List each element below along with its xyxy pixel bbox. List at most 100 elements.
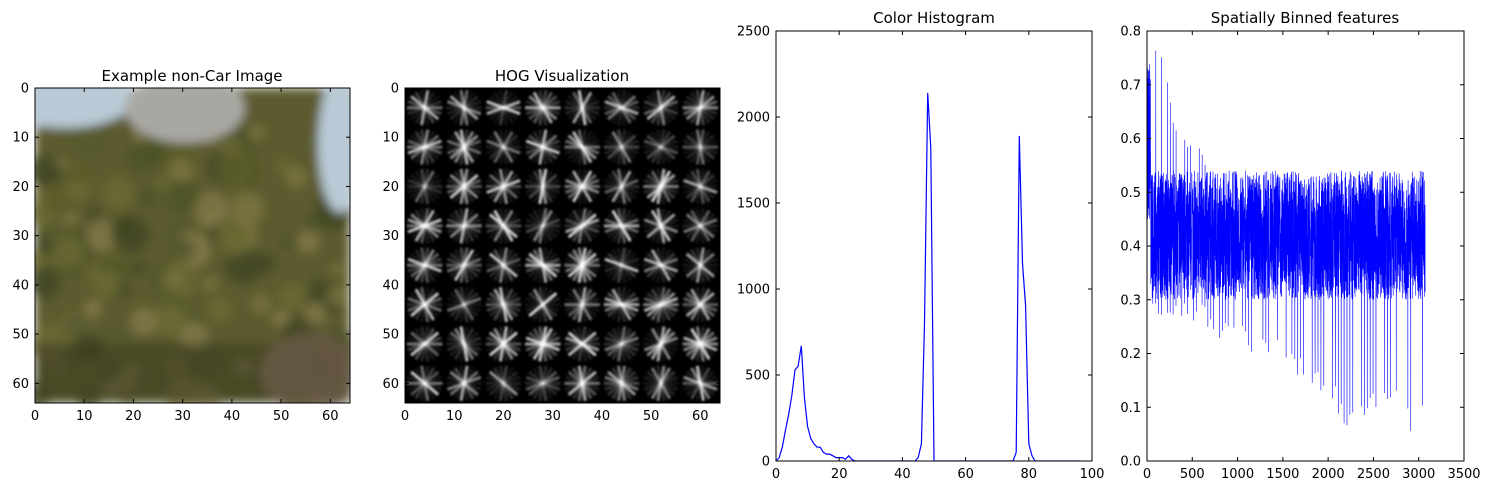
foliage-blob (168, 158, 194, 184)
hog-orientation-stroke (486, 218, 521, 234)
foliage-blob (49, 165, 65, 180)
foliage-blob (87, 220, 119, 252)
foliage-blob (202, 276, 219, 292)
foliage-blob (136, 294, 151, 309)
hog-orientation-stroke (446, 336, 482, 352)
panel-title: HOG Visualization (495, 67, 629, 85)
hog-orientation-stroke (407, 375, 442, 391)
foliage-blob (280, 234, 296, 249)
y-tick-label: 0 (21, 82, 29, 97)
hog-orientation-stroke (683, 100, 718, 116)
y-tick-label: 0.7 (1120, 78, 1141, 93)
foliage-blob (230, 192, 265, 227)
hog-orientation-stroke (565, 178, 600, 194)
x-tick-label: 0 (31, 409, 39, 424)
y-tick-label: 10 (12, 131, 29, 146)
hog-orientation-stroke (407, 139, 442, 155)
x-tick-label: 80 (1021, 467, 1038, 482)
hog-orientation-stroke (407, 100, 442, 116)
x-tick-label: 50 (643, 409, 660, 424)
foliage-blob (234, 123, 248, 137)
y-tick-label: 0.3 (1120, 293, 1141, 308)
hog-orientation-stroke (486, 297, 521, 313)
panel-color-histogram: Color Histogram 0 20 40 60 80 100050010001500… (737, 9, 1105, 482)
ground-patch (260, 333, 350, 403)
y-tick-label: 30 (12, 229, 29, 244)
y-tick-label: 0.4 (1120, 240, 1141, 255)
foliage-blob (251, 294, 271, 314)
foliage-blob (83, 299, 103, 319)
example-image-pixels (35, 88, 350, 403)
x-tick-label: 10 (446, 409, 463, 424)
foliage-blob (327, 284, 349, 307)
hog-orientation-stroke (604, 375, 639, 391)
y-tick-label: 0.6 (1120, 132, 1141, 147)
hog-orientation-stroke (565, 336, 600, 352)
x-tick-label: 500 (1180, 467, 1205, 482)
foliage-blob (131, 261, 146, 276)
x-tick-label: 2500 (1357, 467, 1390, 482)
x-tick-label: 60 (692, 409, 709, 424)
x-tick-label: 20 (125, 409, 142, 424)
foliage-blob (129, 307, 158, 336)
y-tick-label: 0.5 (1120, 186, 1141, 201)
hog-orientation-stroke (525, 218, 560, 234)
panel-title: Color Histogram (873, 9, 995, 27)
hog-orientation-stroke (565, 297, 600, 313)
foliage-blob (296, 230, 320, 254)
hog-orientation-stroke (407, 218, 442, 234)
hog-orientation-stroke (525, 297, 560, 313)
foliage-blob (107, 251, 123, 266)
hog-orientation-stroke (407, 336, 442, 352)
foliage-blob (206, 296, 233, 323)
foliage-blob (330, 262, 344, 276)
y-tick-label: 1500 (737, 197, 770, 212)
hog-orientation-stroke (643, 257, 679, 273)
hog-cells (405, 88, 720, 403)
hog-orientation-stroke (565, 100, 600, 116)
foliage-blob (164, 180, 199, 215)
hog-orientation-stroke (643, 218, 679, 234)
sky-patch (35, 88, 135, 128)
x-tick-label: 60 (322, 409, 339, 424)
foliage-blob (194, 191, 230, 227)
x-tick-label: 40 (894, 467, 911, 482)
x-tick-label: 60 (957, 467, 974, 482)
x-tick-label: 20 (831, 467, 848, 482)
hog-orientation-stroke (683, 375, 718, 391)
x-tick-label: 3000 (1402, 467, 1435, 482)
x-tick-label: 3500 (1447, 467, 1480, 482)
axes-frame (775, 30, 1093, 462)
axes-frame (34, 87, 351, 404)
y-tick-label: 40 (12, 278, 29, 293)
y-tick-label: 0 (391, 82, 399, 97)
x-tick-label: 100 (1080, 467, 1105, 482)
hog-orientation-stroke (683, 336, 718, 352)
x-tick-label: 40 (594, 409, 611, 424)
hog-orientation-stroke (525, 336, 560, 352)
y-tick-label: 20 (382, 180, 399, 195)
hog-orientation-stroke (604, 336, 639, 352)
hog-orientation-stroke (486, 336, 521, 352)
panel-title: Spatially Binned features (1211, 9, 1400, 27)
hog-orientation-stroke (486, 100, 521, 116)
axes-frame (404, 87, 721, 404)
foliage-blob (126, 141, 158, 173)
hog-orientation-stroke (486, 375, 521, 391)
hog-orientation-stroke (446, 139, 482, 155)
x-tick-label: 30 (174, 409, 191, 424)
y-tick-label: 0.2 (1120, 347, 1141, 362)
y-tick-label: 50 (382, 328, 399, 343)
y-tick-label: 60 (382, 377, 399, 392)
hog-orientation-stroke (643, 297, 679, 313)
foliage-blob (63, 210, 78, 226)
hog-orientation-stroke (683, 218, 718, 234)
foliage-blob (256, 254, 275, 273)
hog-orientation-stroke (565, 375, 600, 391)
hog-orientation-stroke (407, 297, 442, 313)
foliage-blob (71, 164, 92, 184)
foliage-blob (271, 309, 290, 328)
hog-orientation-stroke (643, 336, 679, 352)
